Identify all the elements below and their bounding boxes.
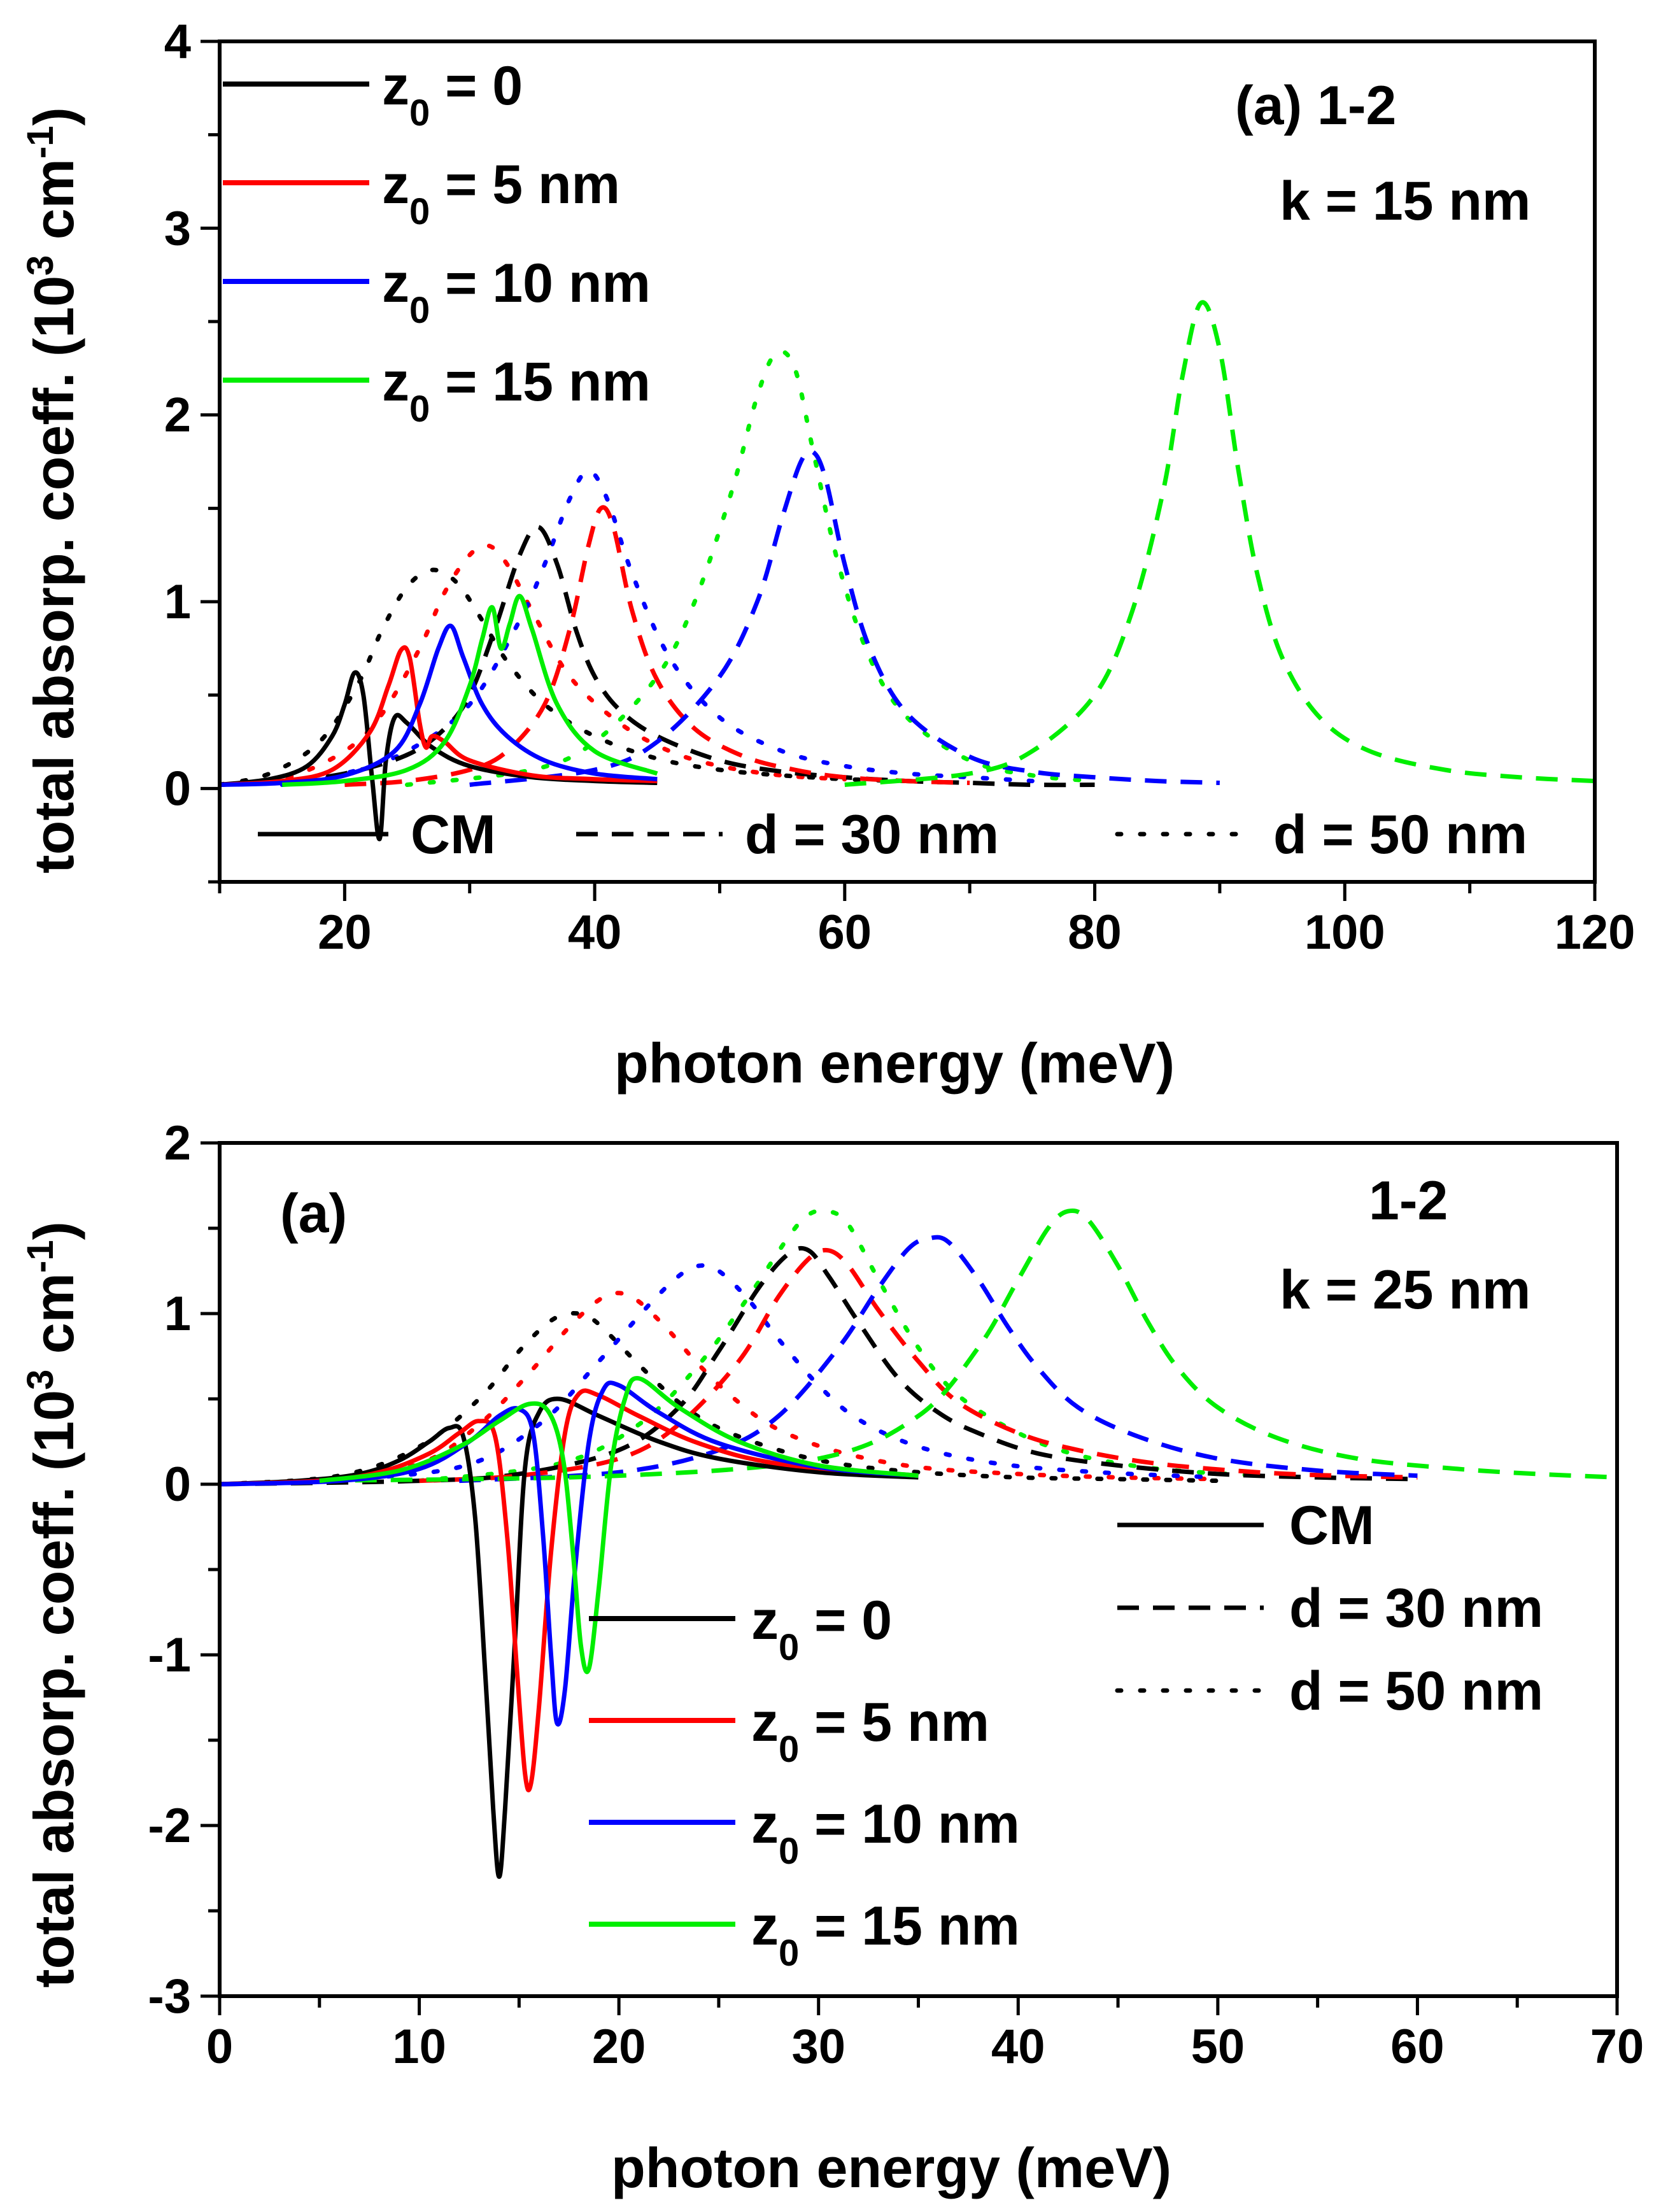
y-tick-label: 1 — [164, 575, 191, 629]
bottom-annotation-k: k = 25 nm — [1280, 1259, 1530, 1321]
series-line — [220, 1396, 919, 1879]
series-line — [319, 1208, 1617, 1484]
top-annotation-k: k = 15 nm — [1280, 171, 1530, 232]
series-line — [344, 505, 970, 787]
bottom-ticks: 0 10 20 30 40 50 60 70 -3 -2 -1 0 1 2 — [148, 1116, 1644, 2074]
legend-style-label: CM — [411, 804, 496, 865]
y-tick-label: -3 — [148, 1969, 191, 2024]
legend-label: z0 = 10 nm — [751, 1794, 1020, 1872]
legend-style-label: d = 50 nm — [1273, 804, 1527, 865]
x-tick-label: 60 — [1390, 2020, 1445, 2074]
series-line — [405, 349, 1097, 787]
y-tick-label: 2 — [164, 388, 191, 443]
x-tick-label: 20 — [592, 2020, 646, 2074]
x-tick-label: 70 — [1590, 2020, 1644, 2074]
legend-label: z0 = 15 nm — [382, 351, 651, 430]
top-annotation-label: (a) 1-2 — [1235, 75, 1396, 136]
x-tick-label: 10 — [392, 2020, 446, 2074]
panel-top: 20 40 60 80 100 120 0 1 2 3 4 (a) 1-2 k = 15 nm z0… — [20, 15, 1636, 1095]
top-ylabel: total absorp. coeff. (103 cm-1) — [20, 107, 86, 874]
legend-style-label: d = 30 nm — [745, 804, 999, 865]
series-line — [220, 1245, 1418, 1487]
series-line — [844, 300, 1595, 787]
x-tick-label: 120 — [1555, 905, 1636, 960]
top-legend-z0: z0 = 0 z0 = 5 nm z0 = 10 nm z0 = 15 nm — [223, 55, 651, 430]
x-tick-label: 80 — [1068, 905, 1122, 960]
legend-style-label: d = 50 nm — [1289, 1661, 1543, 1722]
legend-style-label: d = 30 nm — [1289, 1578, 1543, 1639]
series-line — [319, 1376, 919, 1675]
top-legend-style: CM d = 30 nm d = 50 nm — [258, 804, 1527, 865]
x-tick-label: 100 — [1304, 905, 1385, 960]
series-line — [279, 469, 1035, 787]
x-tick-label: 20 — [318, 905, 372, 960]
series-line — [220, 525, 1095, 788]
top-xlabel: photon energy (meV) — [614, 1032, 1175, 1095]
bottom-xlabel: photon energy (meV) — [611, 2136, 1171, 2199]
series-line — [469, 448, 1220, 787]
legend-style-label: CM — [1289, 1495, 1375, 1556]
x-tick-label: 40 — [568, 905, 622, 960]
y-tick-label: 3 — [164, 201, 191, 255]
top-plot-frame — [218, 39, 1597, 884]
series-line — [220, 1388, 919, 1792]
y-tick-label: -2 — [148, 1799, 191, 1853]
series-line — [281, 593, 658, 787]
series-line — [317, 1291, 1220, 1484]
bottom-annotation-label: (a) — [280, 1183, 347, 1244]
series-line — [220, 1380, 919, 1727]
legend-label: z0 = 5 nm — [751, 1692, 989, 1770]
legend-label: z0 = 15 nm — [751, 1896, 1020, 1974]
legend-label: z0 = 0 — [382, 55, 523, 134]
bottom-annotation-transition: 1-2 — [1369, 1170, 1448, 1231]
legend-label: z0 = 10 nm — [382, 253, 651, 331]
series-line — [417, 1208, 1261, 1484]
bottom-legend-style: CM d = 30 nm d = 50 nm — [1115, 1495, 1543, 1722]
x-tick-label: 30 — [791, 2020, 845, 2074]
y-tick-label: -1 — [148, 1628, 191, 1682]
y-tick-label: 2 — [164, 1116, 191, 1170]
x-tick-label: 50 — [1191, 2020, 1245, 2074]
y-tick-label: 0 — [164, 762, 191, 816]
x-tick-label: 0 — [206, 2020, 233, 2074]
series-line — [220, 623, 658, 787]
top-ticks: 20 40 60 80 100 120 0 1 2 3 4 — [164, 15, 1636, 960]
bottom-ylabel: total absorp. coeff. (103 cm-1) — [20, 1221, 86, 1988]
legend-label: z0 = 0 — [751, 1590, 892, 1668]
y-tick-label: 0 — [164, 1457, 191, 1512]
series-line — [220, 542, 847, 787]
series-line — [419, 1247, 1418, 1484]
panel-bottom: 0 10 20 30 40 50 60 70 -3 -2 -1 0 1 2 (a) 1-2 k = 25 … — [20, 1116, 1644, 2199]
series-line — [220, 567, 910, 787]
x-tick-label: 40 — [991, 2020, 1045, 2074]
bottom-legend-z0: z0 = 0 z0 = 5 nm z0 = 10 nm z0 = 15 nm — [589, 1590, 1020, 1974]
x-tick-label: 60 — [818, 905, 872, 960]
legend-label: z0 = 5 nm — [382, 154, 620, 232]
series-line — [220, 645, 658, 787]
y-tick-label: 4 — [164, 15, 191, 69]
top-series-group — [220, 300, 1595, 842]
series-line — [317, 1263, 1220, 1484]
y-tick-label: 1 — [164, 1287, 191, 1341]
bottom-series-group — [220, 1208, 1617, 1879]
